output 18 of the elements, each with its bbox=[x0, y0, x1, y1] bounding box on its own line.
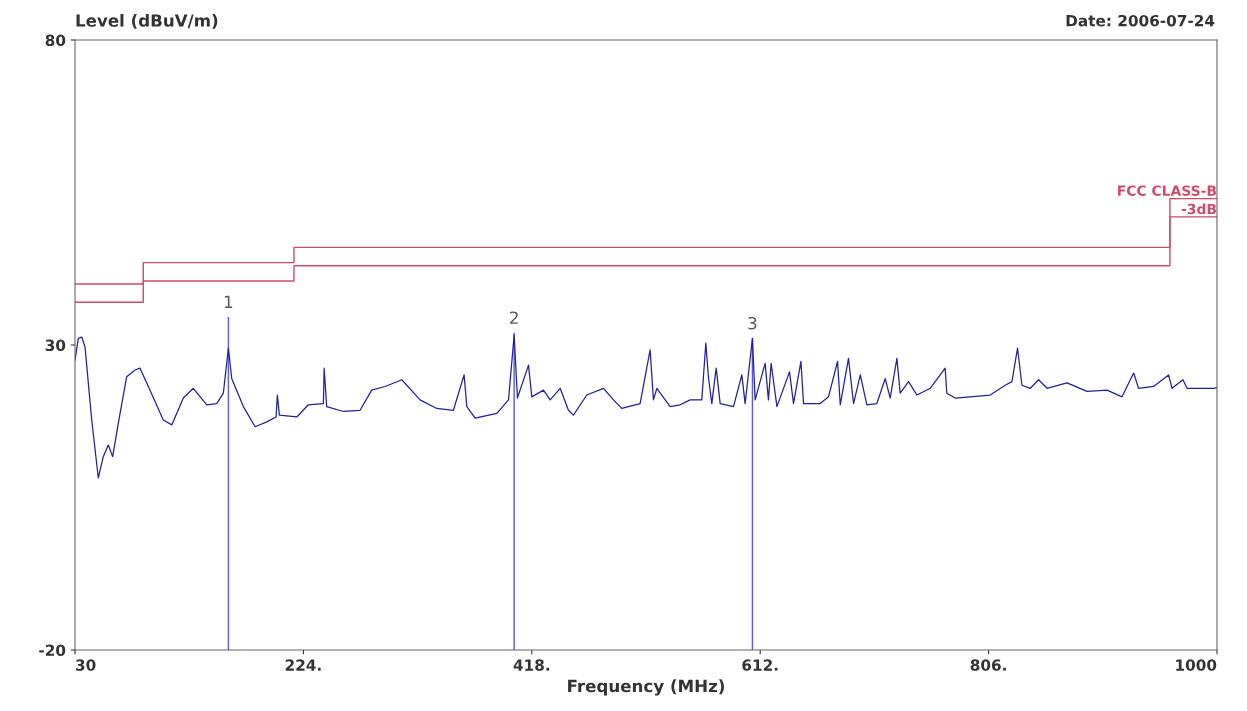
line-series bbox=[75, 334, 1217, 479]
x-axis-title: Frequency (MHz) bbox=[568, 679, 724, 696]
y-tick-label: 80 bbox=[45, 34, 66, 47]
text: Date: 2006-07-24 bbox=[1066, 14, 1215, 27]
annotation: 2 bbox=[510, 311, 518, 324]
x-tick-label: 806. bbox=[970, 659, 1006, 671]
x-tick-label: 612. bbox=[742, 659, 778, 671]
x-tick-label: 224. bbox=[285, 659, 321, 671]
x-tick-label: 30 bbox=[76, 659, 96, 671]
series-label: -3dB bbox=[1181, 203, 1217, 215]
series-label: FCC CLASS-B bbox=[1118, 185, 1217, 196]
y-tick-label: -20 bbox=[39, 644, 66, 657]
annotation: 3 bbox=[748, 316, 757, 330]
y-tick-label: 30 bbox=[45, 339, 66, 352]
x-tick-label: 1000 bbox=[1176, 659, 1217, 671]
x-tick-label: 418. bbox=[513, 659, 550, 671]
annotation: 1 bbox=[224, 295, 233, 308]
y-axis-title: Level (dBuV/m) bbox=[76, 13, 218, 29]
